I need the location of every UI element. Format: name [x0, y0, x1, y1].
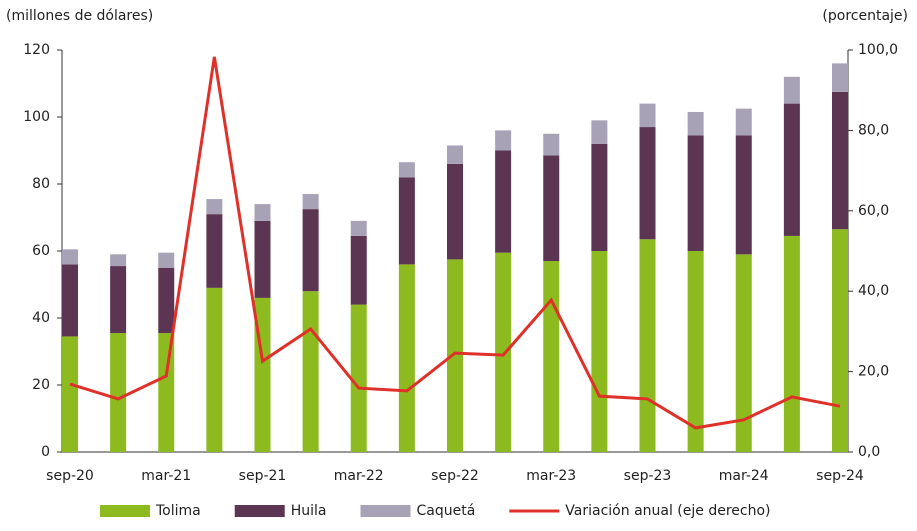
bar [639, 239, 656, 452]
bar [735, 135, 752, 255]
bar [447, 163, 463, 260]
bar [254, 204, 271, 221]
y-tick-label: 100 [23, 109, 50, 125]
bar [591, 143, 608, 251]
y2-tick-label: 80,0 [858, 122, 889, 138]
y-tick-label: 120 [23, 42, 50, 58]
y-tick-label: 80 [32, 176, 50, 192]
bar [110, 333, 127, 452]
y2-tick-label: 0,0 [858, 444, 880, 460]
bar [302, 194, 319, 210]
bar [543, 155, 560, 262]
bar [735, 108, 752, 136]
y2-axis-label: (porcentaje) [822, 8, 908, 24]
bar [543, 133, 560, 156]
bar [591, 120, 608, 144]
bar [832, 63, 848, 92]
bar [783, 76, 800, 104]
bar [206, 199, 223, 215]
legend-swatch [360, 505, 411, 517]
bar [398, 177, 415, 265]
x-tick-label: mar-24 [719, 468, 769, 484]
bar [206, 287, 223, 452]
bar [832, 91, 848, 230]
legend-label: Tolima [155, 503, 201, 519]
legend-label: Caquetá [417, 503, 476, 519]
bar [158, 252, 175, 268]
bar [687, 251, 704, 452]
x-tick-label: mar-21 [141, 468, 191, 484]
y-tick-label: 20 [32, 377, 50, 393]
legend-label: Huila [291, 503, 327, 519]
bar [398, 162, 415, 178]
x-tick-label: sep-24 [816, 468, 864, 484]
y2-tick-label: 60,0 [858, 203, 889, 219]
bar [302, 291, 319, 452]
bar [447, 259, 463, 452]
bar [254, 220, 271, 298]
x-tick-label: mar-23 [526, 468, 576, 484]
bar [735, 254, 752, 452]
x-tick-label: sep-20 [46, 468, 94, 484]
legend-swatch [234, 505, 285, 517]
y2-tick-label: 40,0 [858, 283, 889, 299]
bar [687, 111, 704, 136]
x-tick-label: mar-22 [334, 468, 384, 484]
bar [350, 220, 367, 236]
bar [639, 127, 656, 240]
bar [398, 264, 415, 452]
y2-tick-label: 20,0 [858, 364, 889, 380]
y-tick-label: 60 [32, 243, 50, 259]
legend-label: Variación anual (eje derecho) [565, 503, 770, 519]
bar [110, 266, 127, 334]
bar [158, 333, 175, 452]
bar [62, 249, 78, 265]
line [69, 56, 841, 430]
bar [543, 261, 560, 452]
bar [591, 251, 608, 452]
bar [783, 235, 800, 452]
bar [495, 150, 512, 253]
bar [158, 267, 175, 334]
bar [639, 103, 656, 128]
y-axis-label: (millones de dólares) [6, 8, 153, 24]
bar [62, 264, 78, 337]
x-tick-label: sep-21 [239, 468, 287, 484]
x-tick-label: sep-23 [624, 468, 672, 484]
bar [62, 336, 78, 452]
bar [832, 229, 848, 452]
legend-swatch [100, 505, 150, 517]
bar [495, 130, 512, 151]
bar [110, 254, 127, 267]
y-tick-label: 0 [41, 444, 50, 460]
bar [495, 252, 512, 452]
bar [302, 209, 319, 292]
x-tick-label: sep-22 [431, 468, 479, 484]
bar [350, 235, 367, 305]
y-tick-label: 40 [32, 310, 50, 326]
bar [350, 304, 367, 452]
bar [783, 103, 800, 236]
y2-tick-label: 100,0 [858, 42, 898, 58]
bar [687, 135, 704, 251]
bar [206, 214, 223, 288]
bar [447, 145, 463, 164]
